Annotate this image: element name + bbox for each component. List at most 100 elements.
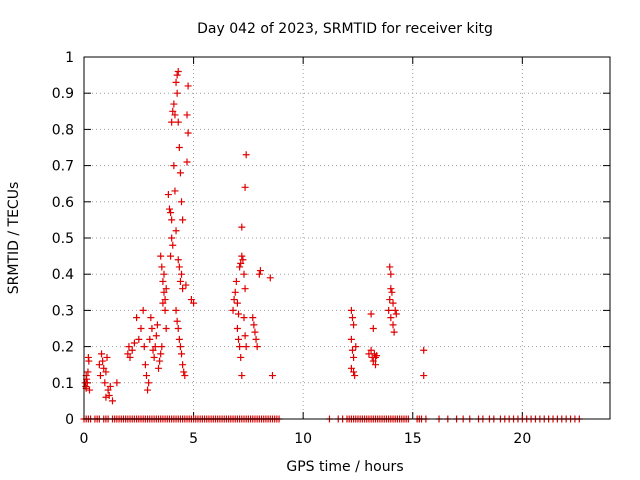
data-point	[156, 357, 164, 365]
data-point	[240, 314, 248, 322]
data-point	[392, 310, 400, 318]
y-tick-label: 0.8	[52, 122, 74, 138]
x-axis-label: GPS time / hours	[286, 459, 403, 475]
data-point	[148, 325, 156, 332]
data-point	[133, 314, 141, 322]
data-point	[152, 332, 160, 340]
data-point	[420, 372, 428, 380]
data-point	[100, 364, 108, 372]
data-point	[174, 67, 182, 75]
data-point	[233, 325, 241, 332]
data-point	[137, 325, 145, 332]
data-point	[369, 357, 377, 365]
data-point	[165, 205, 173, 213]
y-tick-label: 0.1	[52, 376, 74, 392]
y-tick-label: 0.3	[52, 303, 74, 319]
chart-title: Day 042 of 2023, SRMTID for receiver kit…	[197, 21, 493, 37]
data-point	[242, 343, 250, 351]
data-point	[126, 353, 134, 361]
data-points	[80, 67, 583, 423]
data-point	[179, 361, 187, 369]
y-tick-label: 0	[65, 412, 74, 428]
data-point	[253, 343, 261, 351]
data-point	[183, 158, 191, 166]
data-point	[125, 343, 133, 351]
data-point	[350, 368, 358, 376]
data-point	[180, 368, 188, 376]
data-point	[145, 379, 153, 387]
data-point	[241, 332, 249, 340]
plot-frame	[83, 56, 611, 420]
data-point	[255, 270, 263, 278]
data-point	[347, 335, 355, 343]
data-point	[181, 372, 189, 380]
data-point	[162, 325, 170, 332]
data-point	[389, 321, 397, 329]
data-point	[172, 306, 180, 314]
data-point	[169, 241, 177, 249]
data-point	[174, 256, 182, 264]
data-point	[183, 111, 191, 119]
data-point	[386, 296, 394, 304]
data-point	[85, 357, 93, 365]
data-point	[176, 343, 184, 351]
data-point	[162, 285, 170, 293]
data-point	[236, 263, 244, 271]
data-point	[369, 325, 377, 332]
data-point	[164, 191, 172, 199]
y-tick-label: 0.6	[52, 195, 74, 211]
data-point	[386, 263, 394, 271]
data-point	[128, 346, 136, 354]
data-point	[348, 346, 356, 354]
data-point	[158, 263, 166, 271]
data-point	[230, 296, 238, 304]
data-point	[99, 357, 107, 365]
data-point	[157, 252, 165, 260]
data-point	[140, 343, 148, 351]
data-point	[242, 151, 250, 159]
data-point	[240, 270, 248, 278]
data-point	[157, 350, 165, 358]
data-point	[102, 393, 110, 401]
data-point	[160, 270, 168, 278]
data-point	[371, 361, 379, 369]
data-point	[153, 321, 161, 329]
data-point	[108, 397, 116, 405]
data-point	[385, 306, 393, 314]
data-point	[187, 296, 195, 304]
data-point	[388, 288, 396, 296]
data-point	[146, 335, 154, 343]
data-point	[84, 368, 92, 376]
data-point	[241, 285, 249, 293]
data-point	[141, 361, 149, 369]
data-point	[147, 314, 155, 322]
data-point	[387, 270, 395, 278]
data-point	[233, 299, 241, 307]
data-point	[170, 162, 178, 170]
data-point	[168, 216, 176, 224]
data-point	[178, 350, 186, 358]
data-point	[96, 372, 104, 380]
data-point	[175, 335, 183, 343]
data-point	[168, 234, 176, 242]
data-point	[239, 256, 247, 264]
data-point	[238, 372, 246, 380]
x-tick-label: 10	[294, 431, 312, 447]
data-point	[251, 328, 259, 336]
data-point	[142, 372, 150, 380]
data-point	[238, 252, 246, 260]
data-point	[174, 118, 182, 126]
data-point	[168, 118, 176, 126]
data-point	[178, 198, 186, 206]
data-point	[352, 343, 360, 351]
data-point	[102, 368, 110, 376]
data-point	[161, 306, 169, 314]
data-point	[139, 306, 147, 314]
data-point	[167, 252, 175, 260]
data-point	[184, 82, 192, 90]
data-point	[252, 335, 260, 343]
data-point	[231, 288, 239, 296]
data-point	[387, 285, 395, 293]
axis-ticks: 00.10.20.30.40.50.60.70.80.910 5 10 15 20	[52, 50, 610, 447]
